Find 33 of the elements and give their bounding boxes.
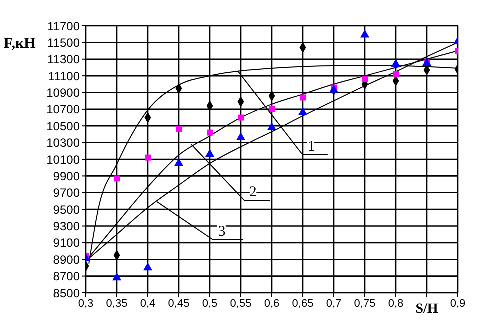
y-tick-label: 10300 xyxy=(46,136,80,150)
x-tick-label: 0,55 xyxy=(230,298,252,310)
x-tick-label: 0,3 xyxy=(78,298,94,310)
y-tick-label: 9500 xyxy=(53,202,80,217)
y-tick-label: 9700 xyxy=(53,186,80,200)
y-tick-label: 10700 xyxy=(46,102,80,117)
y-tick-label: 9100 xyxy=(53,236,80,250)
annotation: 3 xyxy=(218,224,226,240)
x-tick-label: 0,4 xyxy=(140,298,156,310)
x-tick-label: 0,75 xyxy=(354,298,376,310)
x-axis-title: S/H xyxy=(416,302,438,317)
y-tick-label: 9900 xyxy=(53,169,80,184)
y-tick-label: 11100 xyxy=(48,69,80,84)
x-tick-label: 0,35 xyxy=(106,298,128,310)
x-tick-label: 0,45 xyxy=(168,298,190,310)
y-tick-label: 11300 xyxy=(48,52,80,67)
x-tick-label: 0,9 xyxy=(450,298,466,310)
y-tick-label: 8900 xyxy=(53,252,80,267)
y-tick-label: 11500 xyxy=(48,36,80,50)
x-tick-label: 0,5 xyxy=(202,298,218,310)
y-tick-label: 8500 xyxy=(53,286,80,300)
y-tick-label: 8700 xyxy=(53,270,80,284)
x-tick-label: 0,8 xyxy=(388,298,404,310)
y-axis-title: F,кН xyxy=(4,36,36,52)
x-tick-label: 0,65 xyxy=(292,298,314,310)
x-tick-label: 0,6 xyxy=(264,298,280,310)
y-tick-label: 11700 xyxy=(48,19,80,34)
y-tick-label: 10100 xyxy=(46,152,80,167)
annotation: 1 xyxy=(308,139,316,156)
y-tick-label: 9300 xyxy=(53,220,80,234)
x-tick-label: 0,7 xyxy=(326,298,342,310)
y-tick-label: 10900 xyxy=(46,86,80,100)
y-tick-label: 10500 xyxy=(46,119,80,134)
